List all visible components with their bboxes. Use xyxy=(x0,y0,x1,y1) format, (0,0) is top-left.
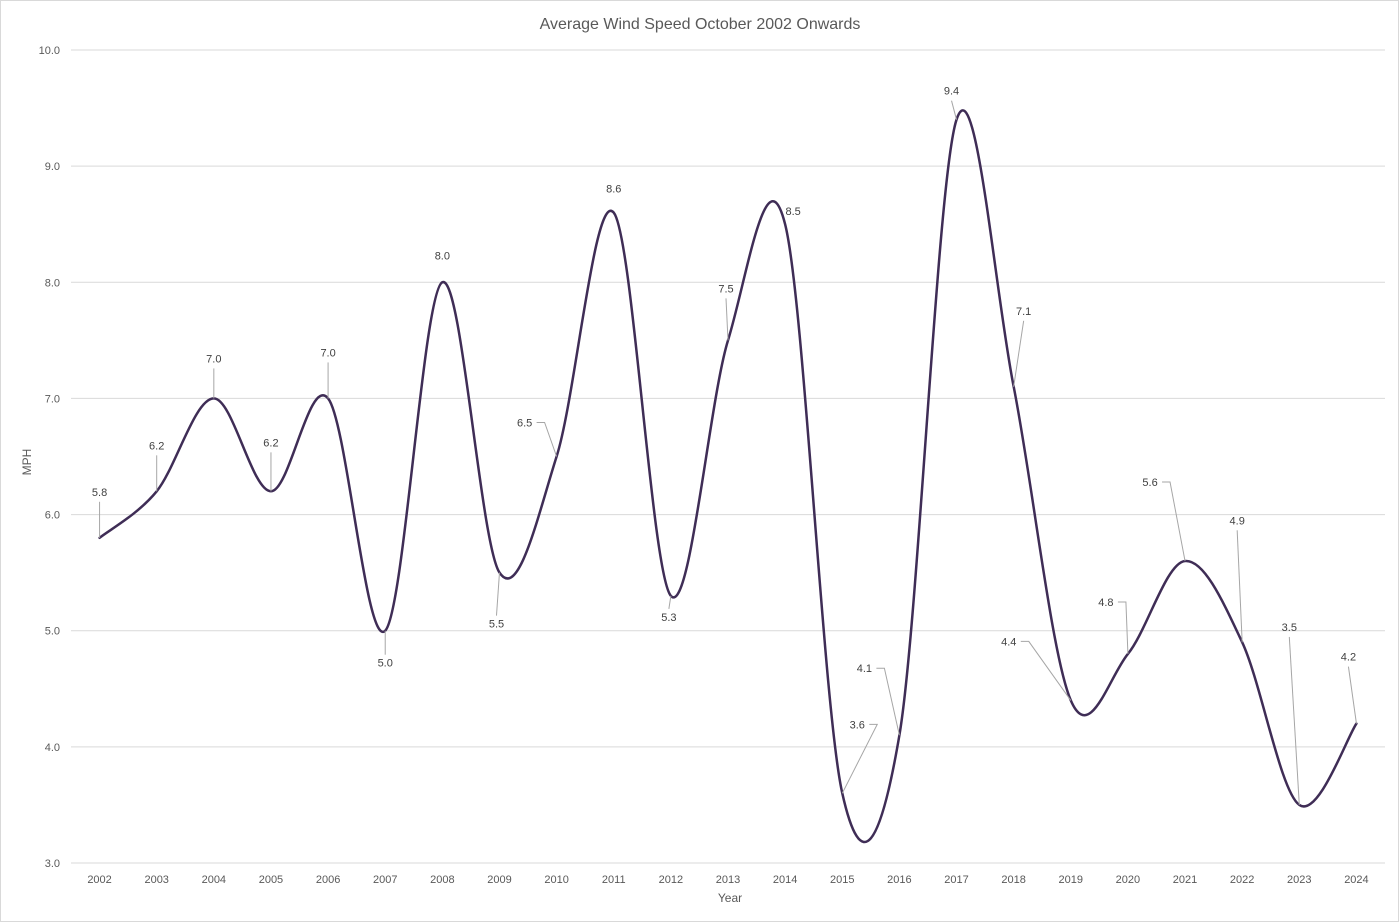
data-label: 5.5 xyxy=(489,619,504,631)
x-tick-label: 2021 xyxy=(1173,874,1197,886)
x-tick-label: 2009 xyxy=(487,874,511,886)
x-tick-label: 2016 xyxy=(887,874,911,886)
label-leader-line xyxy=(495,572,500,616)
label-leader-line xyxy=(668,595,672,609)
data-label: 5.3 xyxy=(661,612,676,624)
series-line xyxy=(98,109,1358,844)
x-tick-label: 2010 xyxy=(544,874,568,886)
x-tick-label: 2017 xyxy=(944,874,968,886)
x-tick-label: 2006 xyxy=(316,874,340,886)
label-leader-line xyxy=(1020,640,1072,701)
x-tick-label: 2022 xyxy=(1230,874,1254,886)
x-axis-ticks: 2002 2003 2004 2005 2006 2007 2008 2009 2010 2011… xyxy=(87,874,1368,886)
data-label: 6.2 xyxy=(263,437,278,449)
x-tick-label: 2003 xyxy=(144,874,168,886)
x-tick-label: 2011 xyxy=(602,874,626,886)
data-label: 5.8 xyxy=(92,487,107,499)
x-tick-label: 2014 xyxy=(773,874,797,886)
y-tick-label: 4.0 xyxy=(45,742,60,754)
x-tick-label: 2013 xyxy=(716,874,740,886)
label-leader-line xyxy=(536,422,558,457)
data-label: 3.5 xyxy=(1282,622,1297,634)
label-leader-line xyxy=(1236,530,1243,643)
data-label: 4.4 xyxy=(1001,636,1016,648)
x-axis-title: Year xyxy=(718,891,742,905)
data-label: 5.6 xyxy=(1142,477,1157,489)
label-leader-line xyxy=(951,100,958,120)
data-label: 8.0 xyxy=(435,250,450,262)
x-tick-label: 2008 xyxy=(430,874,454,886)
y-tick-label: 6.0 xyxy=(45,510,60,522)
data-label: 4.2 xyxy=(1341,652,1356,664)
y-tick-label: 8.0 xyxy=(45,277,60,289)
label-leader-line xyxy=(1288,636,1300,805)
label-leader-line xyxy=(1347,666,1357,724)
y-tick-label: 5.0 xyxy=(45,626,60,638)
data-label: 4.8 xyxy=(1098,597,1113,609)
label-leader-line xyxy=(1117,601,1129,654)
y-tick-label: 7.0 xyxy=(45,393,60,405)
x-tick-label: 2007 xyxy=(373,874,397,886)
data-label: 4.1 xyxy=(857,663,872,675)
x-tick-label: 2015 xyxy=(830,874,854,886)
x-tick-label: 2018 xyxy=(1001,874,1025,886)
label-leader-line xyxy=(841,723,879,794)
y-tick-label: 3.0 xyxy=(45,858,60,870)
label-leader-line xyxy=(725,298,729,341)
data-label: 8.5 xyxy=(785,206,800,218)
y-axis-ticks: 3.0 4.0 5.0 6.0 7.0 8.0 9.0 10.0 xyxy=(39,45,60,870)
label-leader-line xyxy=(1162,481,1186,562)
y-tick-label: 10.0 xyxy=(39,45,60,57)
gridlines xyxy=(71,49,1385,864)
data-label: 7.0 xyxy=(320,347,335,359)
y-axis-title: MPH xyxy=(20,449,34,476)
data-label: 7.0 xyxy=(206,353,221,365)
label-leader-line xyxy=(876,667,900,736)
label-leader-line xyxy=(1013,320,1025,387)
data-labels: 5.8 6.2 7.0 6.2 7.0 5.0 8.0 5.5 6.5 8.6 5.3 7.5 8.5 3… xyxy=(92,86,1357,805)
x-tick-label: 2023 xyxy=(1287,874,1311,886)
x-tick-label: 2012 xyxy=(659,874,683,886)
x-tick-label: 2019 xyxy=(1059,874,1083,886)
x-tick-label: 2004 xyxy=(202,874,226,886)
x-tick-label: 2024 xyxy=(1344,874,1368,886)
data-label: 7.5 xyxy=(718,283,733,295)
data-label: 6.2 xyxy=(149,440,164,452)
data-label: 4.9 xyxy=(1230,515,1245,527)
data-label: 6.5 xyxy=(517,418,532,430)
chart-title: Average Wind Speed October 2002 Onwards xyxy=(540,16,861,33)
data-label: 9.4 xyxy=(944,86,959,98)
data-label: 8.6 xyxy=(606,184,621,196)
y-tick-label: 9.0 xyxy=(45,161,60,173)
x-tick-label: 2005 xyxy=(259,874,283,886)
data-label: 3.6 xyxy=(850,719,865,731)
x-tick-label: 2020 xyxy=(1116,874,1140,886)
x-tick-label: 2002 xyxy=(87,874,111,886)
data-label: 5.0 xyxy=(378,658,393,670)
data-label: 7.1 xyxy=(1016,306,1031,318)
